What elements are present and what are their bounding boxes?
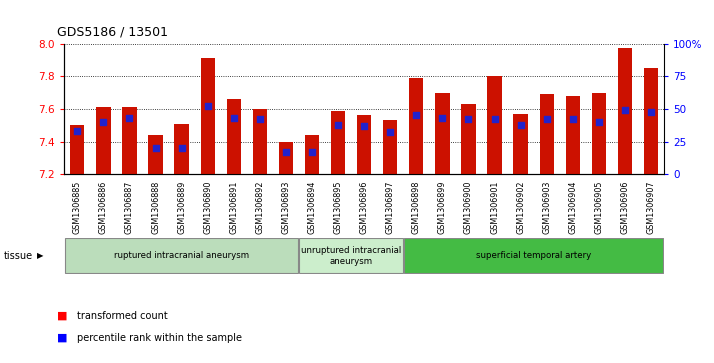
Bar (122, 107, 136, 174)
Point (254, 117, 266, 122)
Bar (383, 120, 398, 174)
Bar (540, 94, 554, 174)
Bar (618, 48, 632, 174)
Point (489, 117, 501, 122)
Bar (513, 114, 528, 174)
Point (515, 122, 526, 127)
Point (385, 130, 396, 135)
Text: unruptured intracranial
aneurysm: unruptured intracranial aneurysm (301, 246, 401, 266)
Bar (70, 125, 84, 174)
Point (541, 117, 553, 122)
Point (176, 145, 187, 151)
Text: GDS5186 / 13501: GDS5186 / 13501 (57, 25, 168, 38)
Bar (278, 142, 293, 174)
Text: ruptured intracranial aneurysm: ruptured intracranial aneurysm (114, 252, 249, 260)
Text: ■: ■ (57, 311, 68, 321)
Point (567, 117, 578, 122)
Text: percentile rank within the sample: percentile rank within the sample (77, 333, 242, 343)
Point (280, 149, 291, 155)
Point (202, 103, 213, 109)
Point (437, 115, 448, 121)
Text: ▶: ▶ (37, 252, 44, 260)
Point (593, 119, 605, 125)
Point (619, 107, 630, 113)
Bar (488, 76, 502, 174)
Bar (409, 78, 423, 174)
Point (228, 115, 239, 121)
Point (358, 123, 370, 129)
FancyBboxPatch shape (299, 238, 403, 273)
Point (124, 115, 135, 121)
Point (306, 149, 318, 155)
Bar (592, 93, 606, 174)
Bar (644, 68, 658, 174)
Point (98, 119, 109, 125)
Bar (461, 104, 476, 174)
Bar (331, 110, 346, 174)
Text: transformed count: transformed count (77, 311, 168, 321)
FancyBboxPatch shape (404, 238, 663, 273)
Bar (174, 123, 188, 174)
Point (332, 122, 343, 127)
Text: tissue: tissue (4, 251, 33, 261)
Point (463, 117, 474, 122)
Bar (357, 115, 371, 174)
Bar (201, 58, 215, 174)
Text: superficial temporal artery: superficial temporal artery (476, 252, 591, 260)
Point (645, 109, 657, 114)
Bar (565, 96, 580, 174)
Point (71, 128, 83, 134)
Text: ■: ■ (57, 333, 68, 343)
Bar (226, 99, 241, 174)
Point (150, 145, 161, 151)
Point (411, 113, 422, 118)
Bar (436, 93, 450, 174)
Bar (305, 135, 319, 174)
Bar (149, 135, 163, 174)
Bar (96, 107, 111, 174)
Bar (253, 109, 267, 174)
FancyBboxPatch shape (65, 238, 298, 273)
